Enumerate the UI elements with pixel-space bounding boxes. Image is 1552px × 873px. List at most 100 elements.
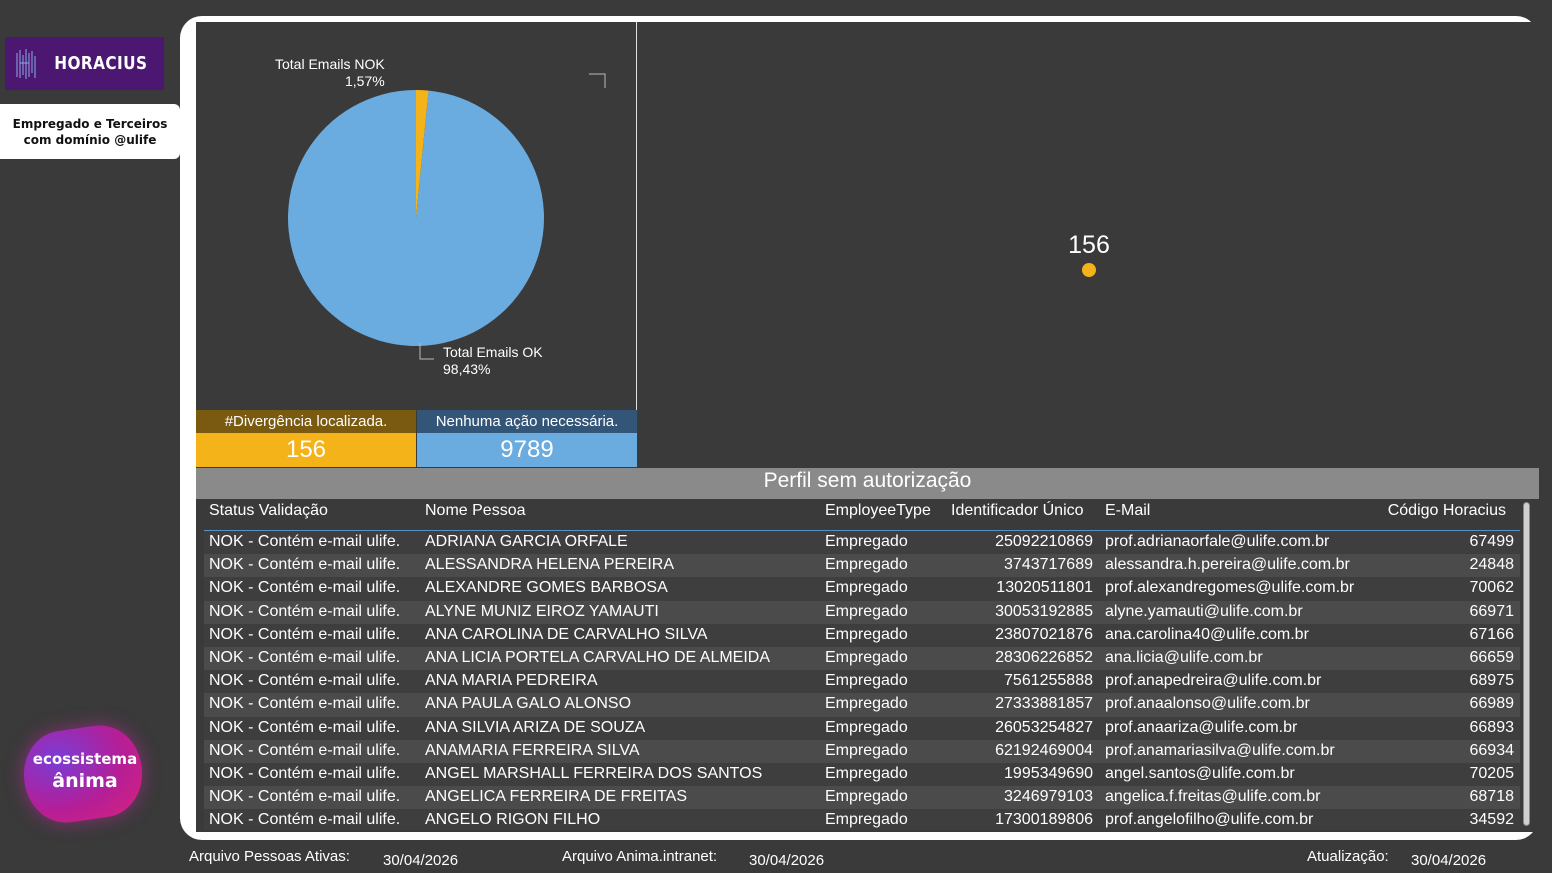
kpi-divergence-card[interactable]: #Divergência localizada. 156 bbox=[196, 410, 416, 467]
table-row[interactable]: NOK - Contém e-mail ulife. ANA PAULA GALO… bbox=[204, 693, 1520, 717]
unique-id-cell: 27333881857 bbox=[995, 695, 1093, 713]
horacius-code-cell: 66971 bbox=[1469, 602, 1515, 620]
email-cell: ana.licia@ulife.com.br bbox=[1105, 648, 1263, 666]
horacius-code-cell: 68718 bbox=[1469, 788, 1515, 806]
name-cell: ANGELO RIGON FILHO bbox=[425, 811, 601, 829]
pie-leader-nok bbox=[589, 73, 606, 88]
status-cell: NOK - Contém e-mail ulife. bbox=[209, 695, 401, 713]
horacius-code-cell: 67166 bbox=[1469, 625, 1515, 643]
horacius-code-cell: 70205 bbox=[1469, 764, 1515, 782]
kpi-ok-header: Nenhuma ação necessária. bbox=[417, 410, 637, 433]
status-cell: NOK - Contém e-mail ulife. bbox=[209, 788, 401, 806]
table-row[interactable]: NOK - Contém e-mail ulife. ALYNE MUNIZ EI… bbox=[204, 600, 1520, 624]
footer-update-label: Atualização: bbox=[1307, 848, 1389, 865]
footer-pessoas-label: Arquivo Pessoas Ativas: bbox=[189, 848, 350, 865]
table-row[interactable]: NOK - Contém e-mail ulife. ANAMARIA FERRE… bbox=[204, 739, 1520, 763]
table-scroll-thumb[interactable] bbox=[1523, 502, 1530, 826]
table-row[interactable]: NOK - Contém e-mail ulife. ANA SILVIA ARI… bbox=[204, 716, 1520, 740]
status-cell: NOK - Contém e-mail ulife. bbox=[209, 602, 401, 620]
employee-type-cell: Empregado bbox=[825, 811, 908, 829]
status-cell: NOK - Contém e-mail ulife. bbox=[209, 625, 401, 643]
name-cell: ANGELICA FERREIRA DE FREITAS bbox=[425, 788, 687, 806]
footer-pessoas-date: 30/04/2026 bbox=[383, 852, 459, 869]
name-cell: ANA PAULA GALO ALONSO bbox=[425, 695, 632, 713]
table-body: NOK - Contém e-mail ulife. ADRIANA GARCIA… bbox=[204, 531, 1520, 830]
table-scrollbar[interactable] bbox=[1522, 500, 1532, 828]
pie-slice-nok[interactable] bbox=[416, 90, 429, 218]
kpi-divergence-header: #Divergência localizada. bbox=[196, 410, 416, 433]
column-header-status[interactable]: Status Validação bbox=[209, 502, 328, 519]
scatter-value-label: 156 bbox=[1068, 231, 1110, 259]
table-row[interactable]: NOK - Contém e-mail ulife. ANGEL MARSHALL… bbox=[204, 762, 1520, 787]
status-cell: NOK - Contém e-mail ulife. bbox=[209, 811, 401, 829]
name-cell: ANA LICIA PORTELA CARVALHO DE ALMEIDA bbox=[425, 648, 771, 666]
unique-id-cell: 23807021876 bbox=[995, 625, 1093, 643]
unique-id-cell: 30053192885 bbox=[995, 602, 1093, 620]
column-header-name[interactable]: Nome Pessoa bbox=[425, 502, 526, 519]
kpi-ok-value: 9789 bbox=[417, 433, 637, 467]
table-row[interactable]: NOK - Contém e-mail ulife. ANA MARIA PEDR… bbox=[204, 670, 1520, 694]
horacius-code-cell: 66893 bbox=[1469, 718, 1515, 736]
table-row[interactable]: NOK - Contém e-mail ulife. ANA LICIA PORT… bbox=[204, 646, 1520, 671]
unique-id-cell: 7561255888 bbox=[1004, 672, 1093, 690]
footer-intranet-date: 30/04/2026 bbox=[749, 852, 825, 869]
table-header: Status Validação Nome Pessoa EmployeeTyp… bbox=[204, 500, 1520, 531]
horacius-code-cell: 66659 bbox=[1469, 648, 1515, 666]
panel-divider bbox=[636, 22, 637, 467]
table-row[interactable]: NOK - Contém e-mail ulife. ANA CAROLINA D… bbox=[204, 623, 1520, 647]
status-cell: NOK - Contém e-mail ulife. bbox=[209, 718, 401, 736]
footer-update-date: 30/04/2026 bbox=[1411, 852, 1487, 869]
email-cell: alyne.yamauti@ulife.com.br bbox=[1105, 602, 1303, 620]
email-cell: prof.angelofilho@ulife.com.br bbox=[1105, 811, 1314, 829]
pie-leader-ok bbox=[419, 343, 434, 360]
employee-type-cell: Empregado bbox=[825, 625, 908, 643]
table-row[interactable]: NOK - Contém e-mail ulife. ANGELICA FERRE… bbox=[204, 786, 1520, 810]
email-cell: prof.anaariza@ulife.com.br bbox=[1105, 718, 1298, 736]
kpi-divergence-value: 156 bbox=[196, 433, 416, 467]
horacius-code-cell: 68975 bbox=[1469, 672, 1515, 690]
name-cell: ALYNE MUNIZ EIROZ YAMAUTI bbox=[425, 602, 659, 620]
horacius-mark-icon bbox=[16, 48, 36, 79]
table-title: Perfil sem autorização bbox=[196, 468, 1539, 499]
email-cell: angelica.f.freitas@ulife.com.br bbox=[1105, 788, 1321, 806]
table-row[interactable]: NOK - Contém e-mail ulife. ALESSANDRA HEL… bbox=[204, 554, 1520, 578]
pie-slice-ok[interactable] bbox=[287, 90, 544, 346]
employee-type-cell: Empregado bbox=[825, 602, 908, 620]
kpi-ok-card[interactable]: Nenhuma ação necessária. 9789 bbox=[417, 410, 637, 467]
email-cell: prof.anaalonso@ulife.com.br bbox=[1105, 695, 1310, 713]
status-cell: NOK - Contém e-mail ulife. bbox=[209, 741, 401, 759]
status-cell: NOK - Contém e-mail ulife. bbox=[209, 672, 401, 690]
name-cell: ADRIANA GARCIA ORFALE bbox=[425, 533, 628, 550]
horacius-code-cell: 24848 bbox=[1469, 556, 1515, 574]
ecossistema-anima-text: ecossistema ânima bbox=[30, 750, 140, 792]
email-status-pie-chart[interactable] bbox=[196, 22, 636, 410]
unique-id-cell: 28306226852 bbox=[995, 648, 1093, 666]
column-header-unique-id[interactable]: Identificador Único bbox=[951, 502, 1084, 519]
column-header-email[interactable]: E-Mail bbox=[1105, 502, 1151, 519]
email-cell: angel.santos@ulife.com.br bbox=[1105, 764, 1295, 782]
horacius-code-cell: 66934 bbox=[1469, 741, 1515, 759]
name-cell: ANA MARIA PEDREIRA bbox=[425, 672, 598, 690]
email-cell: prof.alexandregomes@ulife.com.br bbox=[1105, 579, 1355, 597]
email-cell: alessandra.h.pereira@ulife.com.br bbox=[1105, 556, 1350, 574]
unique-id-cell: 25092210869 bbox=[995, 533, 1093, 550]
profile-table: Status Validação Nome Pessoa EmployeeTyp… bbox=[204, 500, 1520, 830]
column-header-horacius-code[interactable]: Código Horacius bbox=[1387, 502, 1506, 519]
employee-type-cell: Empregado bbox=[825, 741, 908, 759]
unique-id-cell: 13020511801 bbox=[996, 579, 1093, 597]
email-cell: ana.carolina40@ulife.com.br bbox=[1105, 625, 1309, 643]
name-cell: ANA CAROLINA DE CARVALHO SILVA bbox=[425, 625, 708, 643]
pie-label-ok-name: Total Emails OK bbox=[443, 344, 543, 360]
name-cell: ALEXANDRE GOMES BARBOSA bbox=[425, 579, 668, 597]
employee-type-cell: Empregado bbox=[825, 579, 908, 597]
table-row[interactable]: NOK - Contém e-mail ulife. ANGELO RIGON F… bbox=[204, 809, 1520, 830]
footer-intranet-label: Arquivo Anima.intranet: bbox=[562, 848, 718, 865]
name-cell: ALESSANDRA HELENA PEREIRA bbox=[425, 556, 674, 574]
scope-filter[interactable]: Empregado e Terceiros com domínio @ulife bbox=[0, 104, 180, 159]
horacius-code-cell: 66989 bbox=[1469, 695, 1515, 713]
table-row[interactable]: NOK - Contém e-mail ulife. ALEXANDRE GOME… bbox=[204, 577, 1520, 601]
pie-label-nok-percent: 1,57% bbox=[345, 73, 385, 89]
scatter-point[interactable] bbox=[1082, 263, 1096, 277]
table-row[interactable]: NOK - Contém e-mail ulife. ADRIANA GARCIA… bbox=[204, 531, 1520, 555]
column-header-employee-type[interactable]: EmployeeType bbox=[825, 502, 931, 519]
